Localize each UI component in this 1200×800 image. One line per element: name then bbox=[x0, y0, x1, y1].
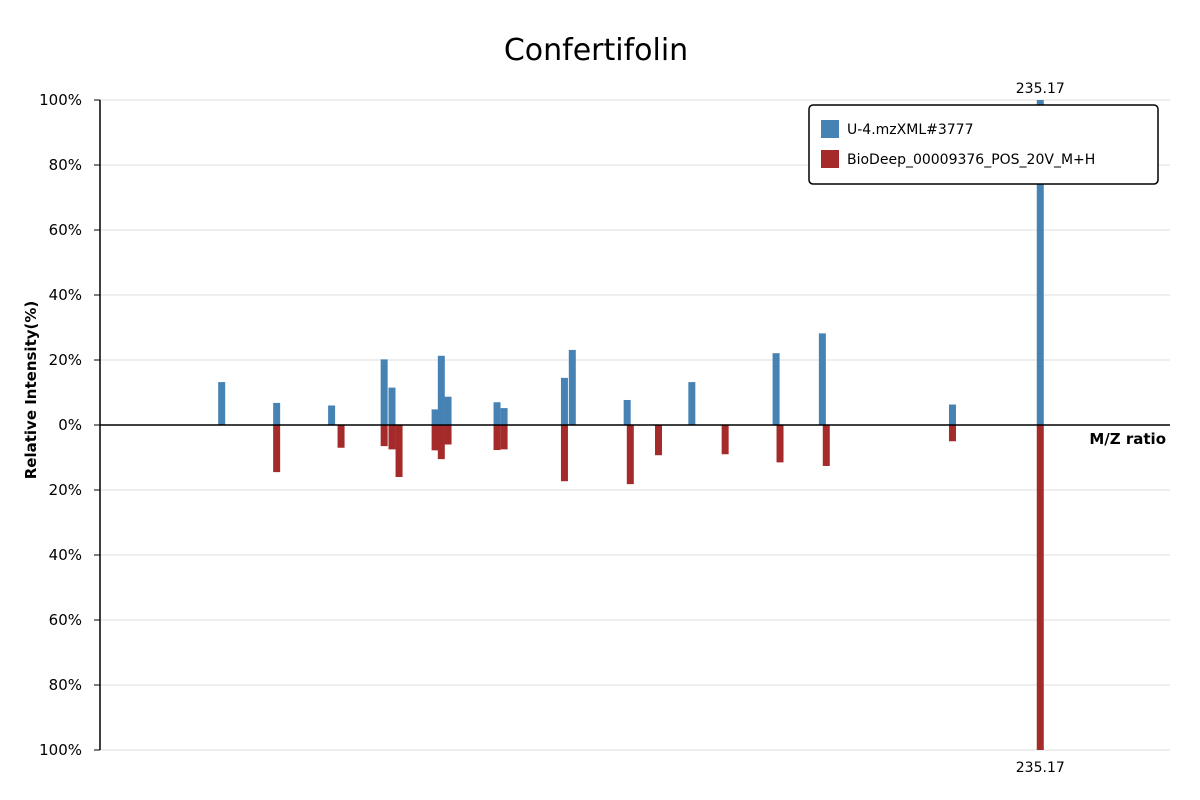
query-peak-bar bbox=[493, 402, 501, 425]
legend-swatch-reference bbox=[821, 150, 839, 168]
reference-peak-bar bbox=[776, 425, 784, 463]
legend-box bbox=[808, 104, 1159, 185]
reference-peak-bar bbox=[395, 425, 403, 477]
reference-peak-bar bbox=[431, 425, 439, 451]
reference-peak-bar bbox=[721, 425, 729, 455]
reference-peak-bar bbox=[1036, 425, 1044, 750]
query-peak-bar bbox=[444, 396, 452, 425]
query-peak-bar bbox=[437, 355, 445, 425]
legend-label-reference: BioDeep_00009376_POS_20V_M+H bbox=[847, 152, 1095, 168]
query-peak-bar bbox=[772, 353, 780, 425]
reference-peak-bar bbox=[444, 425, 452, 445]
reference-peak-bar bbox=[273, 425, 281, 473]
reference-peak-bar bbox=[493, 425, 501, 451]
query-peak-bar bbox=[431, 409, 439, 425]
legend-swatch-query bbox=[821, 120, 839, 138]
x-axis-label: M/Z ratio bbox=[1089, 430, 1166, 448]
query-peak-bar bbox=[328, 405, 336, 425]
y-axis-label: Relative Intensity(%) bbox=[22, 301, 40, 480]
query-peak-bar bbox=[388, 387, 396, 425]
legend-label-query: U-4.mzXML#3777 bbox=[847, 122, 973, 138]
query-peak-bar bbox=[1036, 100, 1044, 425]
reference-peak-bar bbox=[500, 425, 508, 450]
query-peak-bar bbox=[560, 377, 568, 425]
reference-peak-bar bbox=[388, 425, 396, 450]
reference-peak-bar bbox=[948, 425, 956, 442]
y-tick-label: 20% bbox=[49, 481, 82, 499]
legend: U-4.mzXML#3777 BioDeep_00009376_POS_20V_… bbox=[808, 104, 1159, 185]
query-peak-bar bbox=[380, 359, 388, 425]
reference-peak-bar bbox=[655, 425, 663, 456]
y-tick-label: 80% bbox=[49, 676, 82, 694]
y-tick-label: 80% bbox=[49, 156, 82, 174]
grid-layer bbox=[100, 99, 1170, 751]
query-peak-bar bbox=[500, 408, 508, 425]
query-peak-bar bbox=[623, 399, 631, 425]
query-peak-bar bbox=[688, 382, 696, 425]
y-tick-label: 60% bbox=[49, 611, 82, 629]
query-peak-bar bbox=[818, 333, 826, 425]
y-tick-label: 0% bbox=[58, 416, 82, 434]
reference-peak-label: 235.17 bbox=[1016, 760, 1065, 776]
chart-title: Confertifolin bbox=[504, 33, 688, 68]
query-peak-bar bbox=[218, 382, 226, 425]
reference-peak-bar bbox=[626, 425, 634, 485]
y-tick-label: 40% bbox=[49, 546, 82, 564]
reference-peak-bar bbox=[380, 425, 388, 447]
reference-peak-bar bbox=[560, 425, 568, 482]
query-peak-bar bbox=[948, 404, 956, 425]
bar-layer bbox=[218, 100, 1044, 750]
query-peak-bar bbox=[273, 402, 281, 425]
query-peak-label: 235.17 bbox=[1016, 81, 1065, 97]
y-tick-label: 100% bbox=[39, 741, 82, 759]
query-peak-bar bbox=[568, 349, 576, 425]
reference-peak-bar bbox=[822, 425, 830, 466]
y-tick-label: 40% bbox=[49, 286, 82, 304]
y-tick-label: 100% bbox=[39, 91, 82, 109]
axis-layer: 0% 20% 40% 60% 80% 100% 20% 40% 60% 80% 100% 235.17… bbox=[39, 81, 1170, 776]
reference-peak-bar bbox=[437, 425, 445, 460]
y-tick-label: 20% bbox=[49, 351, 82, 369]
y-tick-label: 60% bbox=[49, 221, 82, 239]
reference-peak-bar bbox=[337, 425, 345, 448]
